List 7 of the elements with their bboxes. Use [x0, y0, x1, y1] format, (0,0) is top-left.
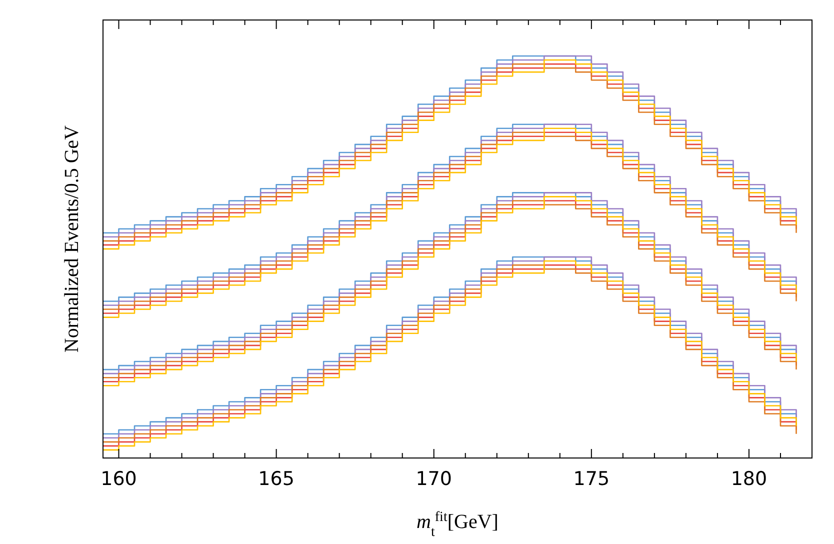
x-axis-title: m$_{t}$$^{fit}$[GeV] [416, 510, 498, 540]
y-axis-title: Normalized Events/0.5 GeV [61, 124, 83, 353]
x-tick-label: 170 [416, 468, 452, 490]
x-tick-label: 180 [730, 468, 768, 490]
x-tick-label: 175 [573, 468, 610, 490]
x-tick-label: 160 [100, 468, 137, 490]
x-tick-label: 165 [258, 468, 294, 490]
